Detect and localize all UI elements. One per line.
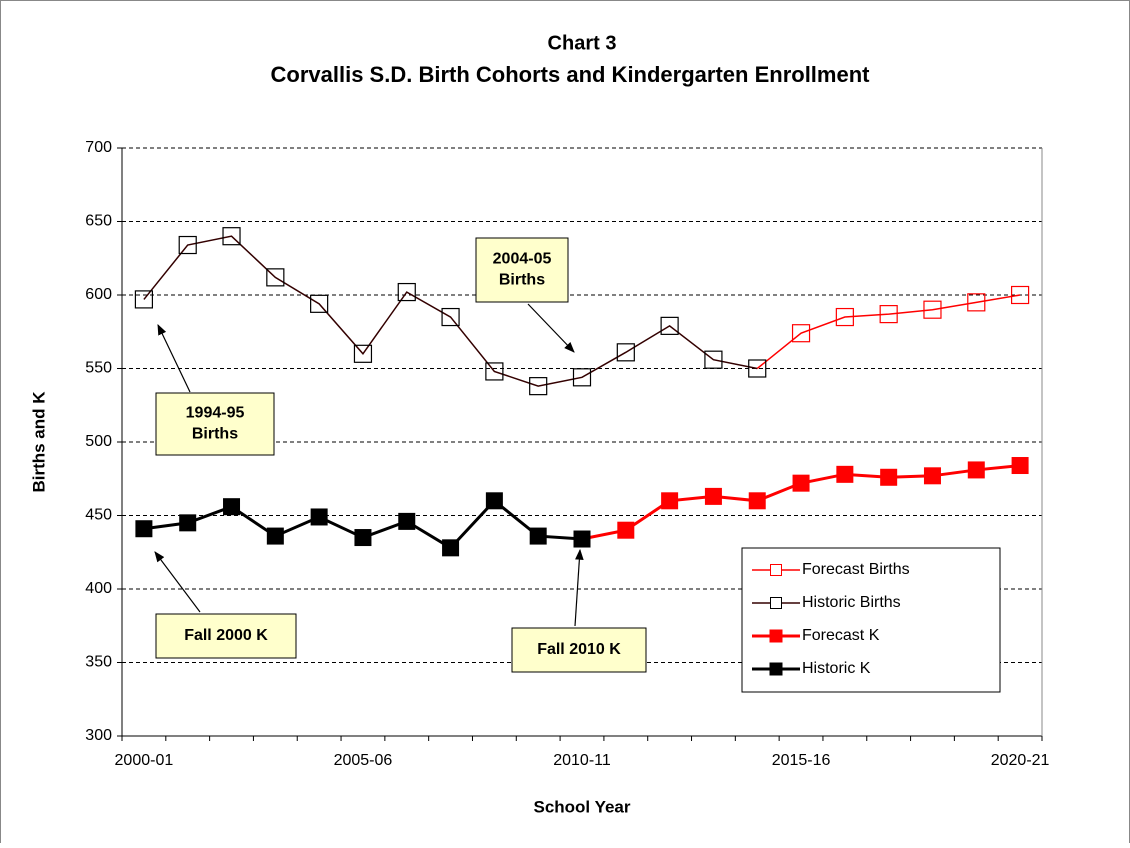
data-point	[178, 235, 197, 255]
annotation-box	[475, 237, 569, 303]
annotation-arrow	[154, 551, 201, 613]
data-point	[792, 474, 810, 492]
annotation-arrow	[157, 324, 191, 393]
legend-marker	[770, 597, 782, 609]
data-point	[397, 282, 416, 302]
legend-label: Forecast Births	[802, 561, 910, 578]
x-tick-label: 2020-21	[991, 752, 1050, 769]
legend-label: Historic K	[802, 660, 871, 677]
data-point	[441, 307, 460, 327]
data-point	[222, 227, 241, 246]
y-tick-label: 650	[85, 213, 112, 230]
data-point	[266, 527, 284, 545]
data-point	[923, 300, 942, 319]
data-point	[617, 521, 635, 539]
y-tick-label: 400	[85, 580, 112, 597]
series-line	[756, 294, 1021, 370]
data-point	[310, 508, 328, 526]
data-point	[353, 344, 373, 363]
data-point	[135, 520, 153, 538]
data-point	[748, 492, 766, 510]
data-point	[704, 487, 722, 505]
legend-label: Forecast K	[802, 627, 880, 644]
x-tick-label: 2010-11	[553, 752, 611, 769]
data-point	[398, 512, 416, 530]
data-point	[572, 368, 592, 387]
annotation-box	[155, 392, 275, 456]
data-point	[967, 293, 986, 312]
chart-title: Chart 3	[548, 32, 617, 54]
annotation-text: 1994-95	[186, 405, 245, 422]
data-point	[529, 377, 548, 396]
annotation-arrow	[527, 303, 575, 353]
data-point	[704, 350, 723, 369]
data-point	[661, 492, 679, 510]
data-point	[1010, 285, 1030, 305]
data-point	[266, 268, 285, 287]
y-tick-label: 600	[85, 286, 112, 303]
data-point	[748, 359, 767, 378]
legend-marker	[769, 662, 783, 676]
data-point	[442, 539, 460, 557]
y-tick-label: 500	[85, 433, 112, 450]
data-point	[660, 316, 679, 335]
legend-label: Historic Births	[802, 594, 901, 611]
annotation-box	[155, 613, 297, 659]
data-point	[835, 307, 854, 327]
y-tick-label: 350	[85, 654, 112, 671]
data-point	[134, 290, 154, 309]
y-axis-label: Births and K	[29, 391, 48, 493]
data-point	[179, 514, 197, 532]
data-point	[1011, 457, 1029, 475]
legend-marker	[770, 564, 782, 576]
x-tick-label: 2005-06	[334, 752, 393, 769]
annotation-text: Births	[499, 272, 545, 289]
chart-subtitle: Corvallis S.D. Birth Cohorts and Kinderg…	[271, 62, 871, 87]
annotation-text: Fall 2010 K	[537, 641, 621, 658]
data-point	[616, 343, 635, 362]
legend-marker	[769, 629, 783, 643]
data-point	[485, 362, 504, 381]
data-point	[923, 467, 941, 485]
x-tick-label: 2015-16	[772, 752, 831, 769]
annotation-text: Fall 2000 K	[184, 627, 268, 644]
data-point	[573, 530, 591, 548]
data-point	[967, 461, 985, 479]
data-point	[529, 527, 547, 545]
series-line	[143, 235, 758, 387]
data-point	[880, 468, 898, 486]
data-point	[354, 529, 372, 547]
data-point	[485, 492, 503, 510]
x-axis-label: School Year	[533, 797, 630, 816]
x-tick-label: 2000-01	[115, 752, 174, 769]
y-tick-label: 300	[85, 727, 112, 744]
annotation-text: 2004-05	[493, 251, 552, 268]
data-point	[879, 305, 898, 324]
annotation-box	[511, 627, 647, 673]
y-tick-label: 550	[85, 360, 112, 377]
y-tick-label: 450	[85, 507, 112, 524]
data-point	[836, 465, 854, 483]
annotation-arrow	[574, 548, 584, 627]
y-tick-label: 700	[85, 139, 112, 156]
annotation-text: Births	[192, 426, 238, 443]
data-point	[310, 294, 329, 313]
data-point	[223, 498, 241, 516]
data-point	[791, 324, 811, 343]
